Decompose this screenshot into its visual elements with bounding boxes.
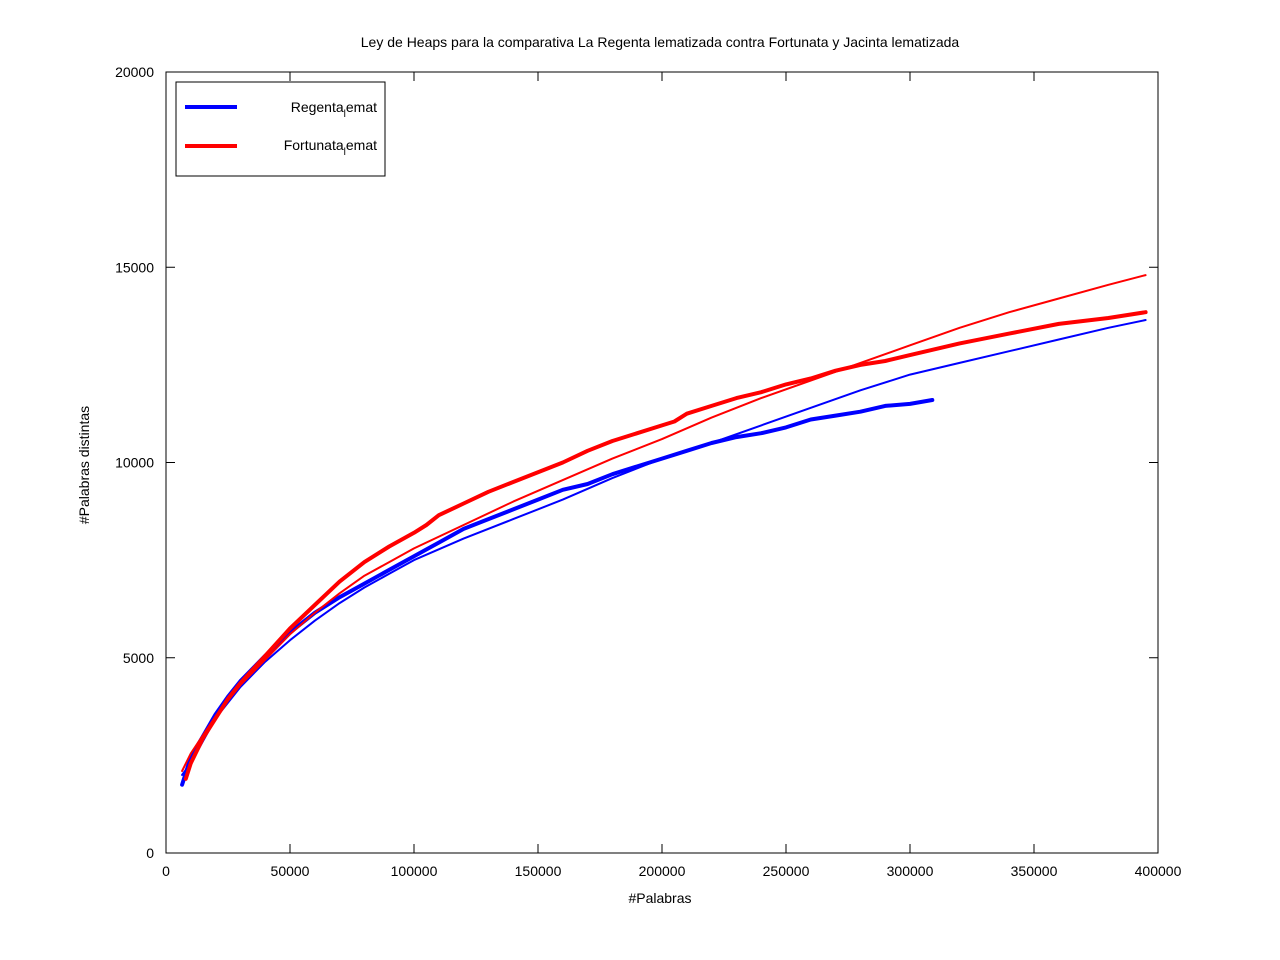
legend-label-regenta-rest: emat [346, 99, 377, 115]
legend-label-fortunata-rest: emat [346, 137, 377, 153]
x-tick-label: 0 [162, 863, 170, 879]
x-axis-label: #Palabras [628, 890, 691, 906]
x-tick-label: 50000 [271, 863, 310, 879]
legend-label-regenta-name: Regenta [291, 99, 344, 115]
legend-label-fortunata: Fortunatalemat [284, 137, 377, 158]
series-line-0 [180, 398, 935, 787]
x-tick-label: 150000 [515, 863, 562, 879]
x-tick-label: 100000 [391, 863, 438, 879]
x-tick-label: 300000 [887, 863, 934, 879]
legend-label-regenta: Regentalemat [291, 99, 377, 120]
y-axis-label: #Palabras distintas [76, 406, 92, 524]
legend: Regentalemat Fortunatalemat [175, 81, 386, 177]
y-tick-label: 10000 [115, 455, 154, 471]
y-tick-label: 0 [146, 845, 154, 861]
x-tick-label: 250000 [763, 863, 810, 879]
legend-label-fortunata-name: Fortunata [284, 137, 344, 153]
x-tick-label: 200000 [639, 863, 686, 879]
series-line-2 [183, 310, 1148, 781]
x-tick-label: 350000 [1011, 863, 1058, 879]
plot-frame [165, 71, 1159, 854]
legend-label-regenta-sub: l [344, 109, 346, 120]
y-tick-label: 15000 [115, 259, 154, 275]
legend-box [175, 81, 386, 177]
series-line-3 [181, 274, 1147, 772]
x-tick-label: 400000 [1135, 863, 1182, 879]
chart-title: Ley de Heaps para la comparativa La Rege… [361, 34, 960, 50]
legend-label-fortunata-sub: l [344, 147, 346, 158]
series-line-1 [181, 319, 1147, 776]
ticks-layer: 0 50000 100000 150000 200000 250000 300000 3500… [115, 64, 1182, 879]
series-layer [180, 274, 1148, 787]
y-tick-label: 5000 [123, 650, 154, 666]
y-tick-label: 20000 [115, 64, 154, 80]
